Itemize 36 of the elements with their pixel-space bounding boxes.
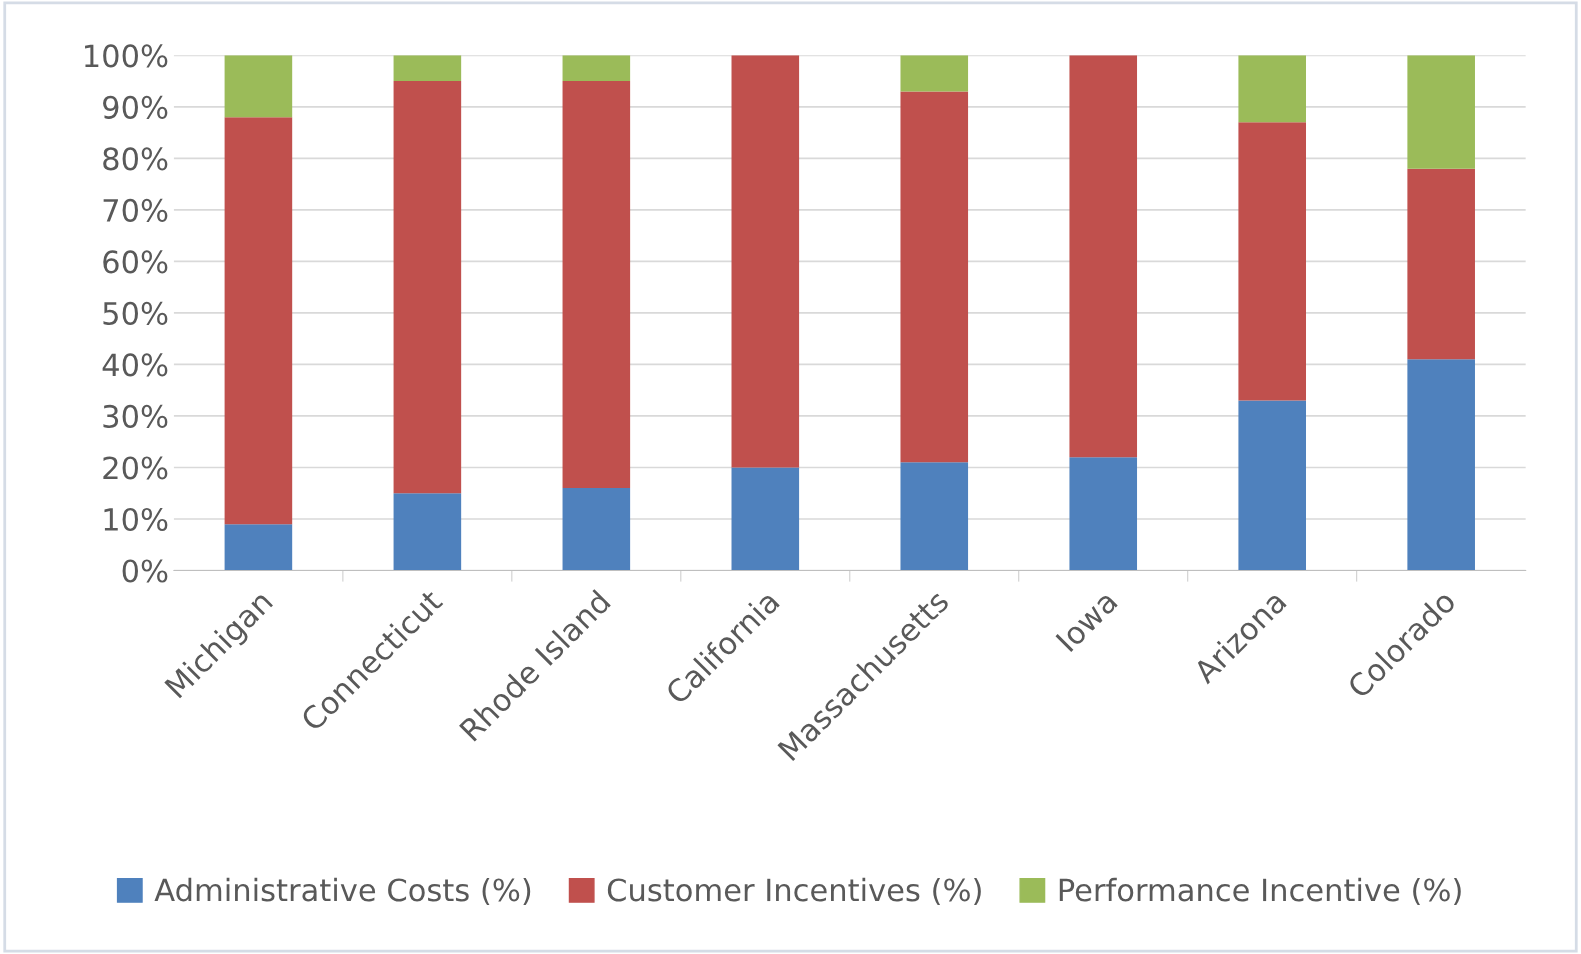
bar: [1238, 400, 1306, 571]
bar: [1407, 55, 1475, 169]
bar: [224, 55, 293, 118]
bar: [900, 55, 969, 92]
y-tick-label: 50%: [103, 301, 168, 325]
bar: [900, 462, 969, 571]
y-tick-label: 90%: [103, 95, 168, 119]
bar: [393, 55, 462, 82]
bar: [562, 55, 631, 82]
bar: [1238, 122, 1306, 401]
legend-label: Customer Incentives (%): [607, 877, 981, 906]
bar: [1069, 55, 1138, 458]
y-tick-label: 40%: [102, 353, 168, 377]
y-tick-label: 100%: [85, 44, 168, 68]
bar: [562, 81, 631, 489]
bar: [1238, 55, 1306, 123]
bar: [562, 488, 631, 571]
y-tick-label: 20%: [103, 456, 168, 480]
bar: [731, 55, 800, 468]
bar: [393, 493, 462, 571]
bar: [1407, 168, 1475, 360]
y-tick-label: 30%: [103, 404, 168, 428]
y-tick-label: 80%: [103, 147, 168, 171]
legend-label: Performance Incentive (%): [1059, 877, 1461, 906]
y-tick-label: 60%: [103, 250, 168, 274]
y-tick-label: 10%: [104, 507, 168, 532]
bar: [1407, 359, 1475, 571]
bar: [900, 91, 969, 463]
bar: [224, 524, 293, 571]
bar: [731, 467, 800, 571]
legend-label: Administrative Costs (%): [154, 877, 531, 906]
y-tick-label: 0%: [122, 559, 168, 583]
y-tick-label: 70%: [103, 198, 168, 222]
bar: [1069, 457, 1138, 571]
bar: [224, 117, 293, 525]
bar: [393, 81, 462, 494]
